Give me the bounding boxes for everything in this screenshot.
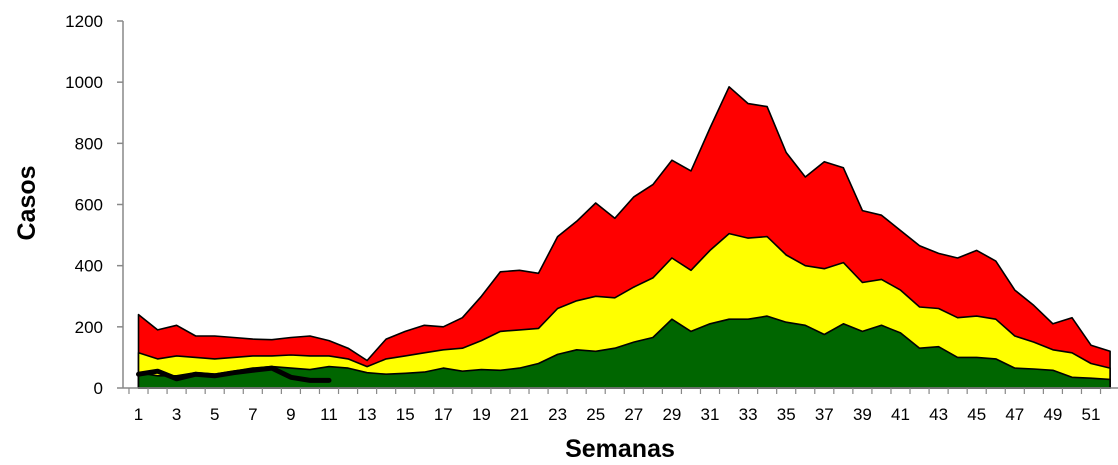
x-tick-label: 43 <box>929 405 948 424</box>
x-tick-label: 11 <box>320 405 338 424</box>
x-tick-label: 21 <box>510 405 529 424</box>
x-tick-label: 19 <box>472 405 491 424</box>
x-tick-label: 33 <box>739 405 758 424</box>
x-tick-label: 9 <box>286 405 295 424</box>
x-tick-label: 29 <box>662 405 681 424</box>
x-tick-label: 3 <box>172 405 181 424</box>
x-tick-label: 1 <box>134 405 143 424</box>
x-ticks: 1 3 5 7 9 11 13 15 17 19 21 23 25 27 29 31 33 35 37 39 41 43 4… <box>128 388 1102 424</box>
x-tick-label: 27 <box>624 405 643 424</box>
area-series-1 <box>137 315 1111 389</box>
x-tick-label: 47 <box>1005 405 1024 424</box>
x-tick-label: 17 <box>434 405 453 424</box>
y-tick-label: 0 <box>94 379 103 398</box>
x-tick-label: 35 <box>777 405 796 424</box>
x-tick-label: 41 <box>891 405 910 424</box>
x-tick-label: 45 <box>967 405 986 424</box>
x-tick-label: 7 <box>248 405 257 424</box>
area-layers <box>136 86 1111 389</box>
x-tick-label: 49 <box>1043 405 1062 424</box>
x-tick-label: 31 <box>701 405 720 424</box>
y-tick-label: 800 <box>75 134 103 153</box>
x-tick-label: 51 <box>1082 405 1101 424</box>
x-tick-label: 37 <box>815 405 834 424</box>
y-axis-label: Casos <box>13 165 41 240</box>
x-tick-label: 5 <box>210 405 219 424</box>
y-tick-label: 600 <box>75 196 103 215</box>
y-tick-label: 400 <box>75 257 103 276</box>
y-tick-label: 1200 <box>65 12 103 31</box>
x-axis-label: Semanas <box>565 435 675 463</box>
y-tick-label: 200 <box>75 318 103 337</box>
y-ticks: 0 200 400 600 800 1000 1200 <box>65 12 123 398</box>
x-tick-label: 23 <box>548 405 567 424</box>
x-tick-label: 39 <box>853 405 872 424</box>
x-tick-label: 13 <box>358 405 377 424</box>
x-tick-label: 25 <box>586 405 605 424</box>
line-series-1 <box>136 365 332 383</box>
y-tick-label: 1000 <box>65 73 103 92</box>
x-tick-label: 15 <box>396 405 415 424</box>
